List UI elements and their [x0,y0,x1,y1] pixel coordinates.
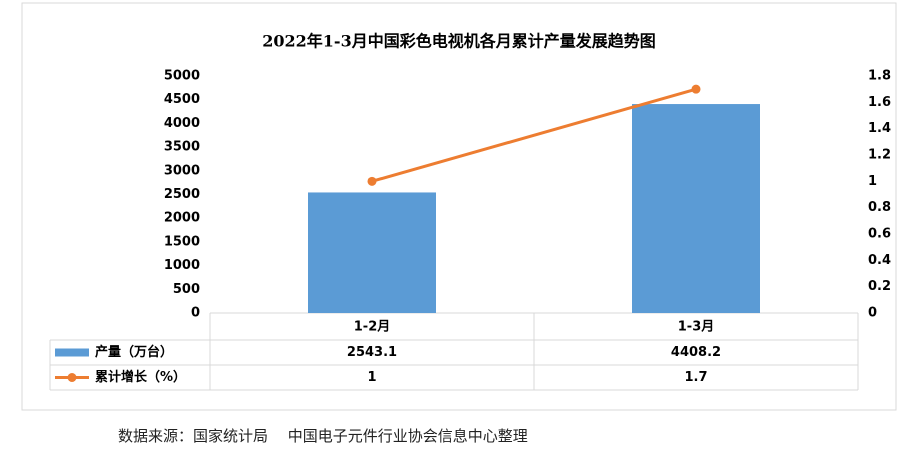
line [371,87,697,183]
legend-swatch [55,348,89,357]
y-tick-label: 1000 [164,258,200,273]
legend-label: 产量（万台） [95,344,173,360]
y2-tick-label: 1.4 [868,121,891,136]
x-tick-label: 1-3月 [678,320,715,335]
bar [632,104,760,313]
chart-title: 2022年1-3月中国彩色电视机各月累计产量发展趋势图 [262,32,655,51]
y-tick-label: 2500 [164,187,200,202]
legend-marker [67,373,77,382]
y2-tick-label: 1.6 [868,95,891,110]
y-tick-label: 500 [173,282,200,297]
y2-tick-label: 0.4 [868,253,891,268]
table-value: 1.7 [684,370,707,385]
table-value: 4408.2 [671,345,721,360]
y-tick-label: 2000 [164,211,200,226]
bar [308,192,436,313]
y-tick-label: 3000 [164,163,200,178]
legend-label: 累计增长（%） [95,369,186,385]
table-value: 1 [367,370,376,385]
y2-tick-label: 1.8 [868,69,891,84]
y-tick-label: 0 [191,306,200,321]
table-value: 2543.1 [347,345,397,360]
y-tick-label: 4500 [164,92,200,107]
y2-tick-label: 0 [868,306,877,321]
x-tick-label: 1-2月 [354,320,391,335]
y-tick-label: 4000 [164,116,200,131]
y-tick-label: 1500 [164,234,200,249]
line-point [691,84,701,94]
y2-tick-label: 1 [868,174,877,189]
y2-tick-label: 1.2 [868,148,891,163]
y2-tick-label: 0.2 [868,279,891,294]
y2-tick-label: 0.6 [868,227,891,242]
y2-tick-label: 0.8 [868,200,891,215]
y-tick-label: 5000 [164,69,200,84]
line-point [367,176,377,186]
source-note: 数据来源：国家统计局 中国电子元件行业协会信息中心整理 [118,427,528,445]
y-tick-label: 3500 [164,140,200,155]
